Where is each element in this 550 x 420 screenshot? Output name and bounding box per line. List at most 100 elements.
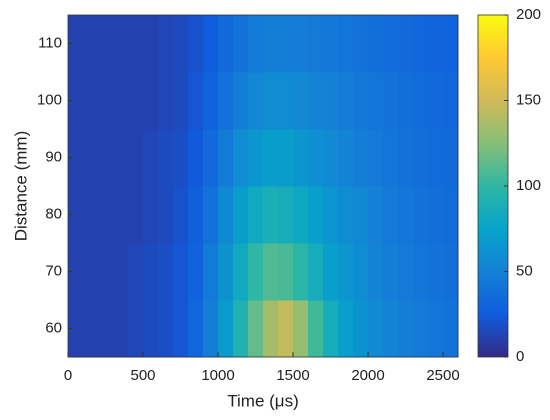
heatmap-cell xyxy=(218,72,234,130)
heatmap-cell xyxy=(428,300,444,358)
heatmap-cell xyxy=(203,72,219,130)
heatmap-cell xyxy=(413,72,429,130)
heatmap-cell xyxy=(68,300,84,358)
heatmap-cell xyxy=(293,300,309,358)
colorbar-tick-label: 100 xyxy=(516,177,541,194)
heatmap-cell xyxy=(263,186,279,244)
heatmap-cell xyxy=(338,129,354,187)
heatmap-cell xyxy=(278,72,294,130)
y-tick-label: 90 xyxy=(45,148,62,165)
heatmap-cell xyxy=(368,15,384,73)
x-tick-label: 500 xyxy=(130,367,155,384)
heatmap-cell xyxy=(233,243,249,301)
heatmap-cell xyxy=(233,15,249,73)
plot-frame xyxy=(67,14,459,358)
heatmap-cell xyxy=(413,15,429,73)
heatmap-cell xyxy=(368,243,384,301)
heatmap-cell xyxy=(158,186,174,244)
heatmap-cell xyxy=(263,243,279,301)
heatmap-cell xyxy=(383,300,399,358)
x-tick-label: 0 xyxy=(64,367,72,384)
heatmap-cell xyxy=(248,129,264,187)
heatmap-cell xyxy=(323,243,339,301)
heatmap-cell xyxy=(143,243,159,301)
heatmap-cell xyxy=(98,72,114,130)
heatmap-cell xyxy=(368,72,384,130)
heatmap-cell xyxy=(428,15,444,73)
heatmap-cell xyxy=(263,72,279,130)
heatmap-cell xyxy=(203,186,219,244)
heatmap-cell xyxy=(158,72,174,130)
heatmap-cell xyxy=(368,129,384,187)
heatmap-cell xyxy=(443,186,459,244)
heatmap-cell xyxy=(428,186,444,244)
heatmap-cell xyxy=(263,300,279,358)
y-tick-label: 100 xyxy=(37,91,62,108)
heatmap-cell xyxy=(173,129,189,187)
heatmap-cell xyxy=(98,15,114,73)
heatmap-cell xyxy=(293,186,309,244)
heatmap-cell xyxy=(173,15,189,73)
colorbar xyxy=(477,14,509,358)
heatmap-cell xyxy=(368,186,384,244)
heatmap-cell xyxy=(383,129,399,187)
heatmap-cell xyxy=(338,72,354,130)
heatmap-cell xyxy=(83,243,99,301)
heatmap-cell xyxy=(428,243,444,301)
heatmap-cell xyxy=(398,15,414,73)
heatmap-cell xyxy=(443,15,459,73)
heatmap-cell xyxy=(263,15,279,73)
heatmap-cell xyxy=(353,15,369,73)
heatmap-cell xyxy=(173,72,189,130)
heatmap-cell xyxy=(98,129,114,187)
colorbar-tick-label: 0 xyxy=(516,348,524,365)
heatmap-cell xyxy=(188,243,204,301)
heatmap-cell xyxy=(383,243,399,301)
y-tick-label: 80 xyxy=(45,205,62,222)
heatmap-cell xyxy=(83,186,99,244)
heatmap-cell xyxy=(128,300,144,358)
heatmap-cell xyxy=(218,129,234,187)
heatmap-cell xyxy=(293,15,309,73)
heatmap-cell xyxy=(83,15,99,73)
y-tick-label: 110 xyxy=(38,34,62,51)
heatmap-cell xyxy=(383,15,399,73)
heatmap-cell xyxy=(308,72,324,130)
heatmap-cell xyxy=(203,15,219,73)
x-tick-label: 2000 xyxy=(351,367,384,384)
heatmap-cell xyxy=(248,300,264,358)
colorbar-tick-label: 200 xyxy=(516,6,541,23)
y-tick-label: 70 xyxy=(45,262,62,279)
colorbar-tick-label: 150 xyxy=(516,91,541,108)
heatmap-cell xyxy=(248,243,264,301)
heatmap-cell xyxy=(428,72,444,130)
y-tick-label: 60 xyxy=(45,319,62,336)
heatmap-cell xyxy=(323,15,339,73)
x-tick-label: 1000 xyxy=(201,367,234,384)
heatmap-cell xyxy=(68,72,84,130)
heatmap-cell xyxy=(338,186,354,244)
heatmap-cell xyxy=(233,186,249,244)
heatmap-cell xyxy=(188,129,204,187)
heatmap-cell xyxy=(308,300,324,358)
heatmap-cell xyxy=(278,300,294,358)
x-tick-label: 1500 xyxy=(276,367,309,384)
heatmap-cell xyxy=(203,243,219,301)
heatmap-cell xyxy=(248,186,264,244)
heatmap-cell xyxy=(188,72,204,130)
heatmap-cell xyxy=(323,300,339,358)
x-axis-label: Time (μs) xyxy=(227,391,299,410)
heatmap-cell xyxy=(398,186,414,244)
heatmap-cell xyxy=(143,129,159,187)
heatmap-cell xyxy=(218,15,234,73)
heatmap-cell xyxy=(158,15,174,73)
heatmap-cell xyxy=(188,300,204,358)
heatmap-cell xyxy=(413,300,429,358)
heatmap-cell xyxy=(278,129,294,187)
heatmap-cell xyxy=(68,186,84,244)
heatmap-cell xyxy=(98,300,114,358)
heatmap-cell xyxy=(338,243,354,301)
heatmap-cell xyxy=(278,186,294,244)
heatmap-cell xyxy=(113,300,129,358)
